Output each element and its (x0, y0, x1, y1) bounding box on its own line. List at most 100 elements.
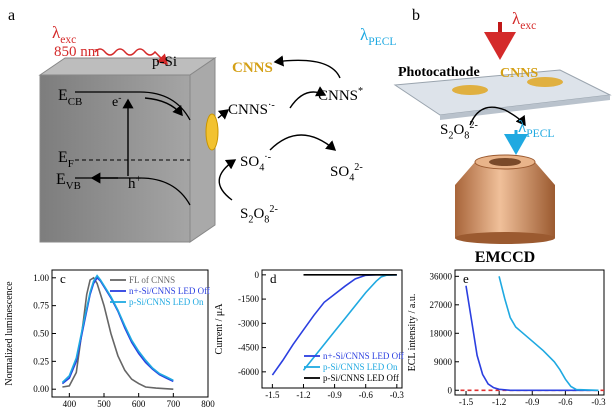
label-part: - (118, 93, 121, 103)
legend-label: p-Si/CNNS LED Off (323, 373, 399, 383)
label-part: O (453, 122, 464, 138)
x-tick-label: -0.9 (525, 397, 540, 407)
label-part: SO (330, 164, 349, 180)
y-tick-label: 0 (255, 270, 260, 280)
label: λPECL (360, 25, 396, 48)
y-tick-label: 9000 (434, 357, 453, 367)
label-part: Photocathode (398, 65, 480, 80)
label-part: O (253, 206, 264, 222)
label-part: CNNS (318, 88, 358, 104)
label-part: PECL (368, 35, 396, 48)
panel-label: c (60, 271, 66, 286)
label-part: 4 (349, 173, 354, 184)
x-tick-label: -1.5 (265, 390, 280, 400)
y-tick-label: -6000 (238, 367, 259, 377)
label: λPECL (518, 117, 554, 140)
series-line (499, 276, 598, 390)
plot-frame (455, 270, 604, 395)
x-tick-label: 700 (167, 399, 181, 409)
label-part: CNNS (232, 60, 273, 76)
silicon-block (40, 49, 340, 242)
label: p-Si (152, 54, 177, 70)
x-tick-label: -1.5 (459, 397, 474, 407)
y-tick-label: 36000 (430, 271, 453, 281)
label-part: 8 (264, 215, 269, 226)
legend-label: n+-Si/CNNS LED Off (129, 286, 210, 296)
x-tick-label: -0.6 (558, 397, 573, 407)
y-axis-label: Normalized luminescence (4, 281, 15, 386)
y-tick-label: -4500 (238, 343, 259, 353)
panel-label: b (412, 7, 420, 24)
x-tick-label: -0.3 (591, 397, 606, 407)
label: SO4·- (240, 152, 272, 174)
label-part: 850 nm (54, 44, 100, 60)
figure: aλexc850 nmp-SiCNNSλPECLe-ECBCNNS·-CNNS*… (0, 0, 614, 410)
label-part: S (440, 122, 448, 138)
label: 850 nm (54, 44, 100, 60)
label: SO42- (330, 162, 363, 184)
label: EMCCD (475, 249, 535, 266)
legend-label: FL of CNNS (129, 275, 175, 285)
label-part: 2- (469, 120, 478, 131)
label: S2O82- (240, 204, 278, 226)
label: λexc (512, 9, 536, 32)
label: Photocathode (398, 65, 480, 80)
label-part: 2- (269, 204, 278, 215)
label-part: E (58, 87, 68, 104)
label: λexc (52, 23, 76, 46)
label: S2O82- (440, 120, 478, 142)
panel-label: d (270, 271, 277, 286)
label-part: 4 (259, 163, 264, 174)
label-part: ·- (264, 152, 271, 163)
y-tick-label: 0 (448, 385, 453, 395)
y-tick-label: 0.75 (33, 301, 49, 311)
x-tick-label: -0.3 (390, 390, 405, 400)
x-tick-label: -0.9 (327, 390, 342, 400)
y-tick-label: 18000 (430, 328, 453, 338)
label-part: CNNS (500, 66, 538, 81)
label-part: 2- (354, 162, 363, 173)
x-tick-label: 400 (63, 399, 77, 409)
y-tick-label: -1500 (238, 294, 259, 304)
label-part: SO (240, 154, 259, 170)
y-axis-label: Current / μA (214, 303, 225, 355)
y-tick-label: 0.50 (33, 329, 49, 339)
legend-label: n+-Si/CNNS LED Off (323, 351, 404, 361)
label-part: 8 (464, 131, 469, 142)
label-part: E (58, 149, 68, 166)
label-part: E (56, 171, 66, 188)
label-part: VB (66, 180, 81, 192)
label-part: CB (68, 96, 83, 108)
y-tick-label: 1.00 (33, 273, 49, 283)
label-part: * (358, 86, 363, 97)
label-part: F (68, 158, 74, 170)
legend-label: p-Si/CNNS LED On (323, 362, 398, 372)
setup (395, 22, 610, 244)
y-tick-label: -3000 (238, 318, 259, 328)
x-tick-label: 600 (132, 399, 146, 409)
label-part: ·- (268, 100, 275, 111)
label: CNNS·- (228, 100, 275, 118)
label-part: PECL (526, 127, 554, 140)
label-part: S (240, 206, 248, 222)
x-tick-label: -1.2 (492, 397, 506, 407)
label-part: + (136, 174, 142, 185)
x-tick-label: -1.2 (296, 390, 310, 400)
x-tick-label: -0.6 (359, 390, 374, 400)
legend-label: p-Si/CNNS LED On (129, 297, 204, 307)
y-tick-label: 0.00 (33, 384, 49, 394)
y-tick-label: 27000 (430, 300, 453, 310)
x-tick-label: 800 (201, 399, 215, 409)
y-tick-label: 0.25 (33, 356, 49, 366)
label-part: p-Si (152, 54, 177, 70)
panel-label: e (463, 271, 469, 286)
label-part: EMCCD (475, 249, 535, 266)
label: CNNS* (318, 86, 363, 104)
y-axis-label: ECL intensity / a.u. (407, 294, 418, 372)
label: CNNS (500, 66, 538, 81)
label-part: CNNS (228, 102, 268, 118)
series-line (466, 286, 599, 391)
label-part: exc (520, 19, 536, 32)
label: CNNS (232, 60, 273, 76)
x-tick-label: 500 (97, 399, 111, 409)
